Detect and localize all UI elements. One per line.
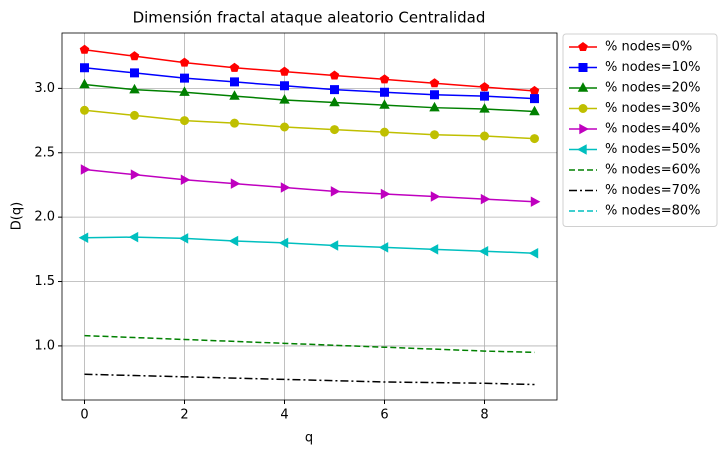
marker [230,178,241,189]
y-tick-label: 2.5 [34,145,55,160]
series-line [84,334,535,354]
legend-marker [579,123,589,135]
legend-marker [578,41,588,52]
marker [178,233,189,244]
marker [480,91,489,101]
marker [429,78,440,88]
marker [378,242,389,253]
marker [428,244,439,255]
marker [279,122,290,132]
legend-label: % nodes=40% [605,122,701,137]
legend-label: % nodes=70% [605,183,701,198]
marker [129,51,140,61]
legend-label: % nodes=10% [605,60,701,75]
legend-label: % nodes=20% [605,81,701,96]
y-tick-label: 1.5 [34,274,55,289]
marker [529,134,540,144]
marker [330,186,341,197]
marker [330,85,339,95]
marker [280,182,291,193]
marker [380,87,389,97]
marker [78,232,89,243]
marker [379,99,390,109]
marker [328,240,339,251]
marker [180,73,189,83]
marker [429,130,440,140]
x-tick-label: 2 [180,408,188,423]
series-line [84,373,535,386]
marker [429,101,440,112]
marker [130,68,139,78]
marker [129,110,140,120]
marker [478,246,489,257]
series-line [84,168,535,203]
legend-marker [577,82,589,92]
marker [480,193,491,205]
x-tick-label: 0 [80,408,88,423]
marker [179,86,190,96]
marker [229,118,240,128]
series-line [84,83,535,113]
legend-label: % nodes=80% [605,204,701,219]
legend-box [562,33,718,227]
marker [229,90,240,100]
marker [329,125,340,135]
x-tick-label: 4 [280,408,288,423]
legend-label: % nodes=50% [605,142,701,157]
y-tick-label: 1.0 [34,338,55,353]
series-line [84,48,535,92]
marker [379,74,390,84]
marker [128,231,139,243]
marker [229,62,240,72]
marker [380,188,391,200]
marker [230,77,239,87]
marker [280,81,289,91]
marker [279,94,290,104]
marker [278,237,289,249]
legend-marker [577,144,587,155]
chart-title: Dimensión fractal ataque aleatorio Centr… [133,9,486,27]
marker [479,103,490,113]
marker [179,57,190,67]
legend-label: % nodes=30% [605,101,701,116]
plot-frame [61,32,558,401]
y-axis-label: D(q) [10,202,25,230]
series-line [84,236,535,254]
marker [430,191,441,202]
marker [479,82,490,92]
x-axis-label: q [305,431,313,446]
marker [329,96,340,107]
marker [79,44,90,54]
marker [79,105,90,115]
marker [530,196,541,207]
marker [130,169,141,180]
x-tick-label: 6 [380,408,388,423]
marker [79,78,90,89]
marker [179,116,190,126]
marker [479,131,490,141]
legend-marker [578,63,588,72]
marker [379,127,390,137]
marker [129,83,140,94]
marker [180,174,191,186]
marker [80,63,89,73]
legend-label: % nodes=60% [605,163,701,178]
series-line [84,67,535,100]
marker [528,247,539,259]
marker [430,90,439,100]
marker [530,94,539,104]
series-line [84,109,535,140]
legend-label: % nodes=0% [605,40,692,55]
x-tick-label: 8 [480,408,488,423]
marker [279,66,290,76]
legend-marker [578,104,588,113]
marker [228,235,239,247]
marker [80,164,91,175]
y-tick-label: 2.0 [34,210,55,225]
marker [329,70,340,80]
marker [529,105,540,116]
y-tick-label: 3.0 [34,81,55,96]
